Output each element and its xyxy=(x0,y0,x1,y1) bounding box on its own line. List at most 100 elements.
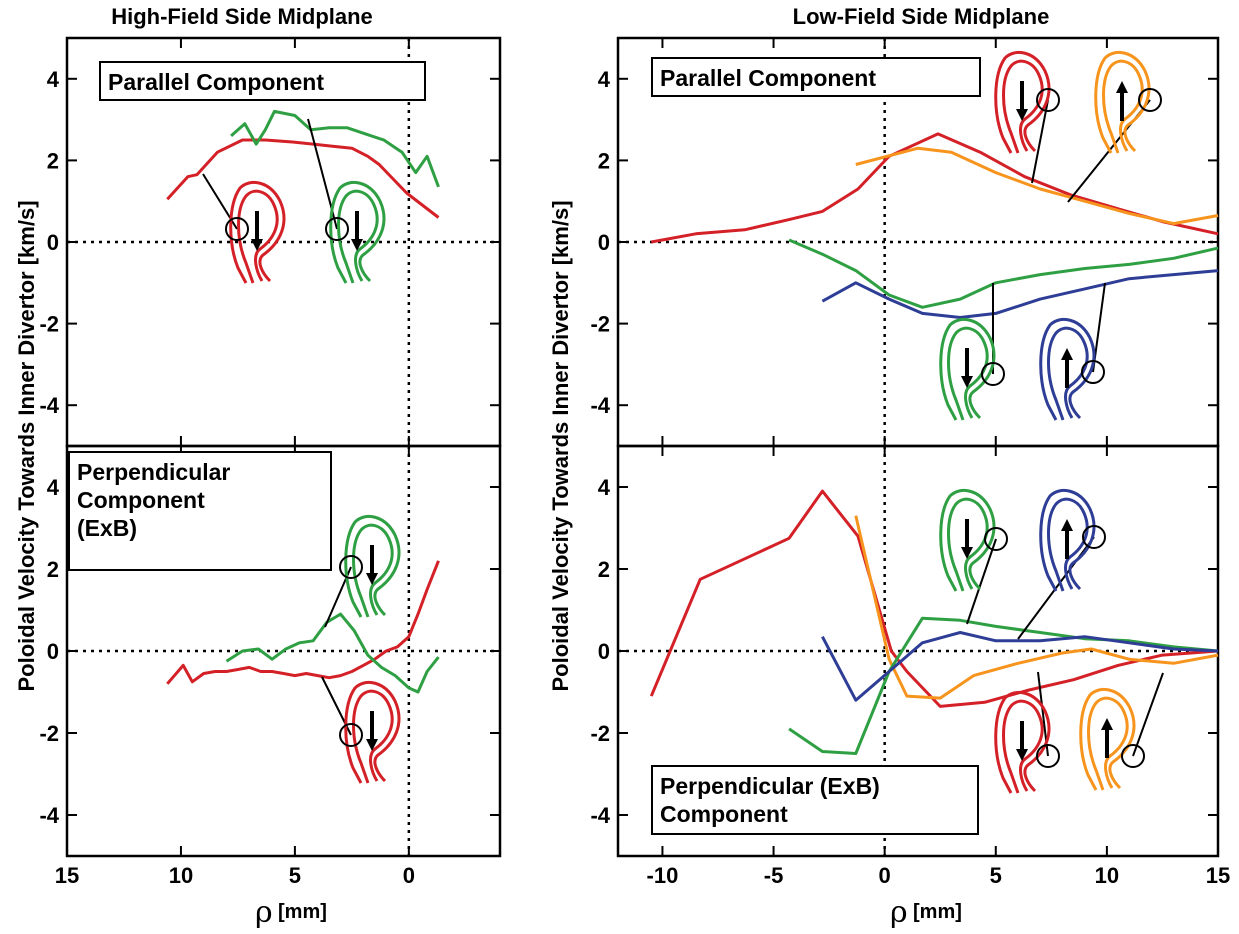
x-tick-label: 0 xyxy=(879,863,891,888)
arrow-up-icon-head xyxy=(1101,718,1113,730)
x-axis-unit: [mm] xyxy=(278,901,327,923)
x-tick-label: -10 xyxy=(647,863,679,888)
x-axis-label-left: ρ [mm] xyxy=(255,895,327,930)
series-line-orange xyxy=(854,515,1219,700)
y-tick-label: 0 xyxy=(598,639,610,664)
annotation-text: Parallel Component xyxy=(108,69,324,95)
arrow-down-icon-head xyxy=(366,573,378,585)
annotation-box xyxy=(68,451,332,571)
flux-surface-outer xyxy=(1039,488,1096,592)
separatrix-inset-blue xyxy=(1017,488,1106,640)
probe-marker xyxy=(339,555,363,579)
separatrix-inset-orange xyxy=(1067,50,1162,203)
flux-surface-outer xyxy=(344,514,401,618)
hfs-title: High-Field Side Midplane xyxy=(111,4,373,29)
annotation-box xyxy=(99,61,426,101)
y-tick-label: 0 xyxy=(598,230,610,255)
flux-surface-inner xyxy=(237,189,279,284)
series-line-red xyxy=(651,132,1219,244)
y-tick-label: -4 xyxy=(39,803,59,828)
flux-surface-outer xyxy=(1039,317,1096,421)
separatrix-inset-orange xyxy=(1079,672,1164,791)
separatrix-inset-red xyxy=(321,676,401,784)
x-axis-label-right: ρ [mm] xyxy=(890,895,962,930)
flux-surface-outer xyxy=(939,488,996,592)
y-tick-label: -2 xyxy=(590,721,610,746)
y-tick-label: -2 xyxy=(39,312,59,337)
x-axis-symbol: ρ xyxy=(255,895,273,930)
lfs-title: Low-Field Side Midplane xyxy=(793,4,1050,29)
flux-surface-outer xyxy=(329,180,386,284)
flux-surface-inner xyxy=(1047,326,1089,421)
series-line-green xyxy=(788,616,1219,755)
series-line-red xyxy=(166,560,440,685)
annotation-text: Component xyxy=(77,487,205,513)
arrow-down-icon-head xyxy=(351,239,363,251)
flux-surface-outer xyxy=(1094,50,1151,154)
y-tick-label: -4 xyxy=(590,393,610,418)
flux-surface-inner xyxy=(1102,59,1144,154)
arrow-down-icon-head xyxy=(961,547,973,559)
x-tick-label: 15 xyxy=(1206,863,1230,888)
y-tick-label: 4 xyxy=(598,67,611,92)
flux-surface-outer xyxy=(344,680,401,784)
flux-surface-inner xyxy=(947,497,989,592)
flux-surface-inner xyxy=(1087,696,1129,791)
arrow-up-icon-head xyxy=(1116,81,1128,93)
probe-marker xyxy=(225,217,249,241)
separatrix-inset-red xyxy=(994,50,1060,184)
probe-marker xyxy=(1082,525,1106,549)
flux-surface-outer xyxy=(994,690,1051,794)
x-tick-label: 5 xyxy=(990,863,1002,888)
flux-surface-outer xyxy=(1079,687,1136,791)
y-tick-label: 4 xyxy=(598,475,611,500)
separatrix-inset-blue xyxy=(1039,282,1106,421)
x-tick-label: -5 xyxy=(764,863,784,888)
series-line-orange xyxy=(855,146,1219,226)
x-tick-label: 10 xyxy=(1095,863,1119,888)
separatrix-inset-red xyxy=(994,671,1060,794)
flux-surface-outer xyxy=(994,50,1051,154)
flux-surface-inner xyxy=(1047,497,1089,592)
y-tick-label: -2 xyxy=(39,721,59,746)
y-tick-label: -4 xyxy=(590,803,610,828)
y-tick-label: -4 xyxy=(39,393,59,418)
arrow-down-icon-head xyxy=(251,239,263,251)
arrow-up-icon-head xyxy=(1061,348,1073,360)
leader-line xyxy=(966,538,997,625)
x-tick-label: 0 xyxy=(403,863,415,888)
annotation-text: (ExB) xyxy=(77,515,137,541)
panel-2: 4 2 0 -2 -4 Parallel Component xyxy=(590,36,1220,448)
probe-marker xyxy=(325,217,349,241)
series-line-blue xyxy=(821,631,1219,702)
series-line-green xyxy=(225,612,440,694)
x-tick-label: 15 xyxy=(55,863,79,888)
probe-marker xyxy=(1036,88,1060,112)
probe-marker xyxy=(339,723,363,747)
series-line-blue xyxy=(821,269,1219,319)
probe-marker xyxy=(984,527,1008,551)
series-line-red xyxy=(649,489,1219,708)
flux-surface-inner xyxy=(1002,59,1044,154)
series-line-green xyxy=(788,238,1219,309)
series-line-red xyxy=(166,138,440,219)
y-tick-label: 0 xyxy=(47,639,59,664)
y-tick-label: -2 xyxy=(590,312,610,337)
annotation-text: Perpendicular xyxy=(77,459,230,485)
panel-3: 4 2 0 -2 -4 -10 -5 0 5 10 15 Perpendicular (ExB)Com… xyxy=(590,444,1230,888)
series-line-green xyxy=(230,109,440,188)
flux-surface-inner xyxy=(337,189,379,284)
y-tick-label: 2 xyxy=(47,557,59,582)
separatrix-inset-red xyxy=(202,173,286,284)
annotation-text: Parallel Component xyxy=(660,65,876,91)
flux-surface-inner xyxy=(1002,699,1044,794)
probe-marker xyxy=(981,362,1005,386)
separatrix-inset-green xyxy=(939,488,1008,625)
flux-surface-inner xyxy=(352,689,394,784)
annotation-box xyxy=(651,57,981,97)
probe-marker xyxy=(1036,744,1060,768)
flux-surface-outer xyxy=(939,317,996,421)
annotation-text: Component xyxy=(660,801,788,827)
